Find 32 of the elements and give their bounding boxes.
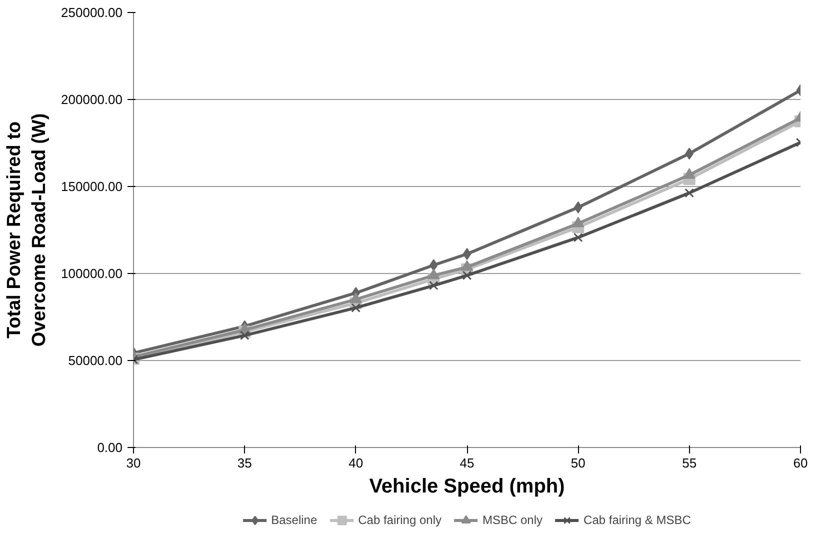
- point: [351, 303, 360, 312]
- y-tick-label: 50000.00: [68, 353, 123, 368]
- legend-label: Cab fairing & MSBC: [584, 513, 691, 527]
- y-tick-label: 0.00: [97, 440, 123, 455]
- legend-label: Baseline: [271, 513, 318, 527]
- point: [429, 259, 438, 272]
- y-tick-label: 150000.00: [61, 179, 122, 194]
- x-axis-title: Vehicle Speed (mph): [369, 476, 565, 498]
- legend-label: Cab fairing only: [358, 513, 442, 527]
- point: [350, 292, 362, 304]
- point: [684, 188, 694, 198]
- x-tick-label: 40: [348, 456, 364, 470]
- x-tick-label: 30: [126, 456, 141, 470]
- x-tick-label: 55: [682, 456, 697, 470]
- point: [574, 232, 583, 242]
- point: [462, 270, 472, 280]
- point: [683, 168, 696, 179]
- x-tick-label: 35: [237, 456, 252, 470]
- y-tick-label: 250000.00: [61, 5, 122, 20]
- legend-label: MSBC only: [482, 513, 543, 527]
- x-tick-label: 60: [793, 456, 808, 470]
- point: [572, 216, 584, 228]
- point: [461, 260, 473, 271]
- y-tick-label: 100000.00: [61, 266, 122, 281]
- y-tick-label: 200000.00: [61, 92, 122, 107]
- point: [428, 268, 440, 280]
- point: [429, 280, 438, 290]
- x-tick-label: 45: [460, 456, 474, 470]
- x-tick-label: 50: [570, 456, 586, 470]
- y-axis-title: Total Power Required to Overcome Road-Load (W): [4, 113, 50, 347]
- point: [462, 248, 472, 260]
- point: [240, 330, 250, 340]
